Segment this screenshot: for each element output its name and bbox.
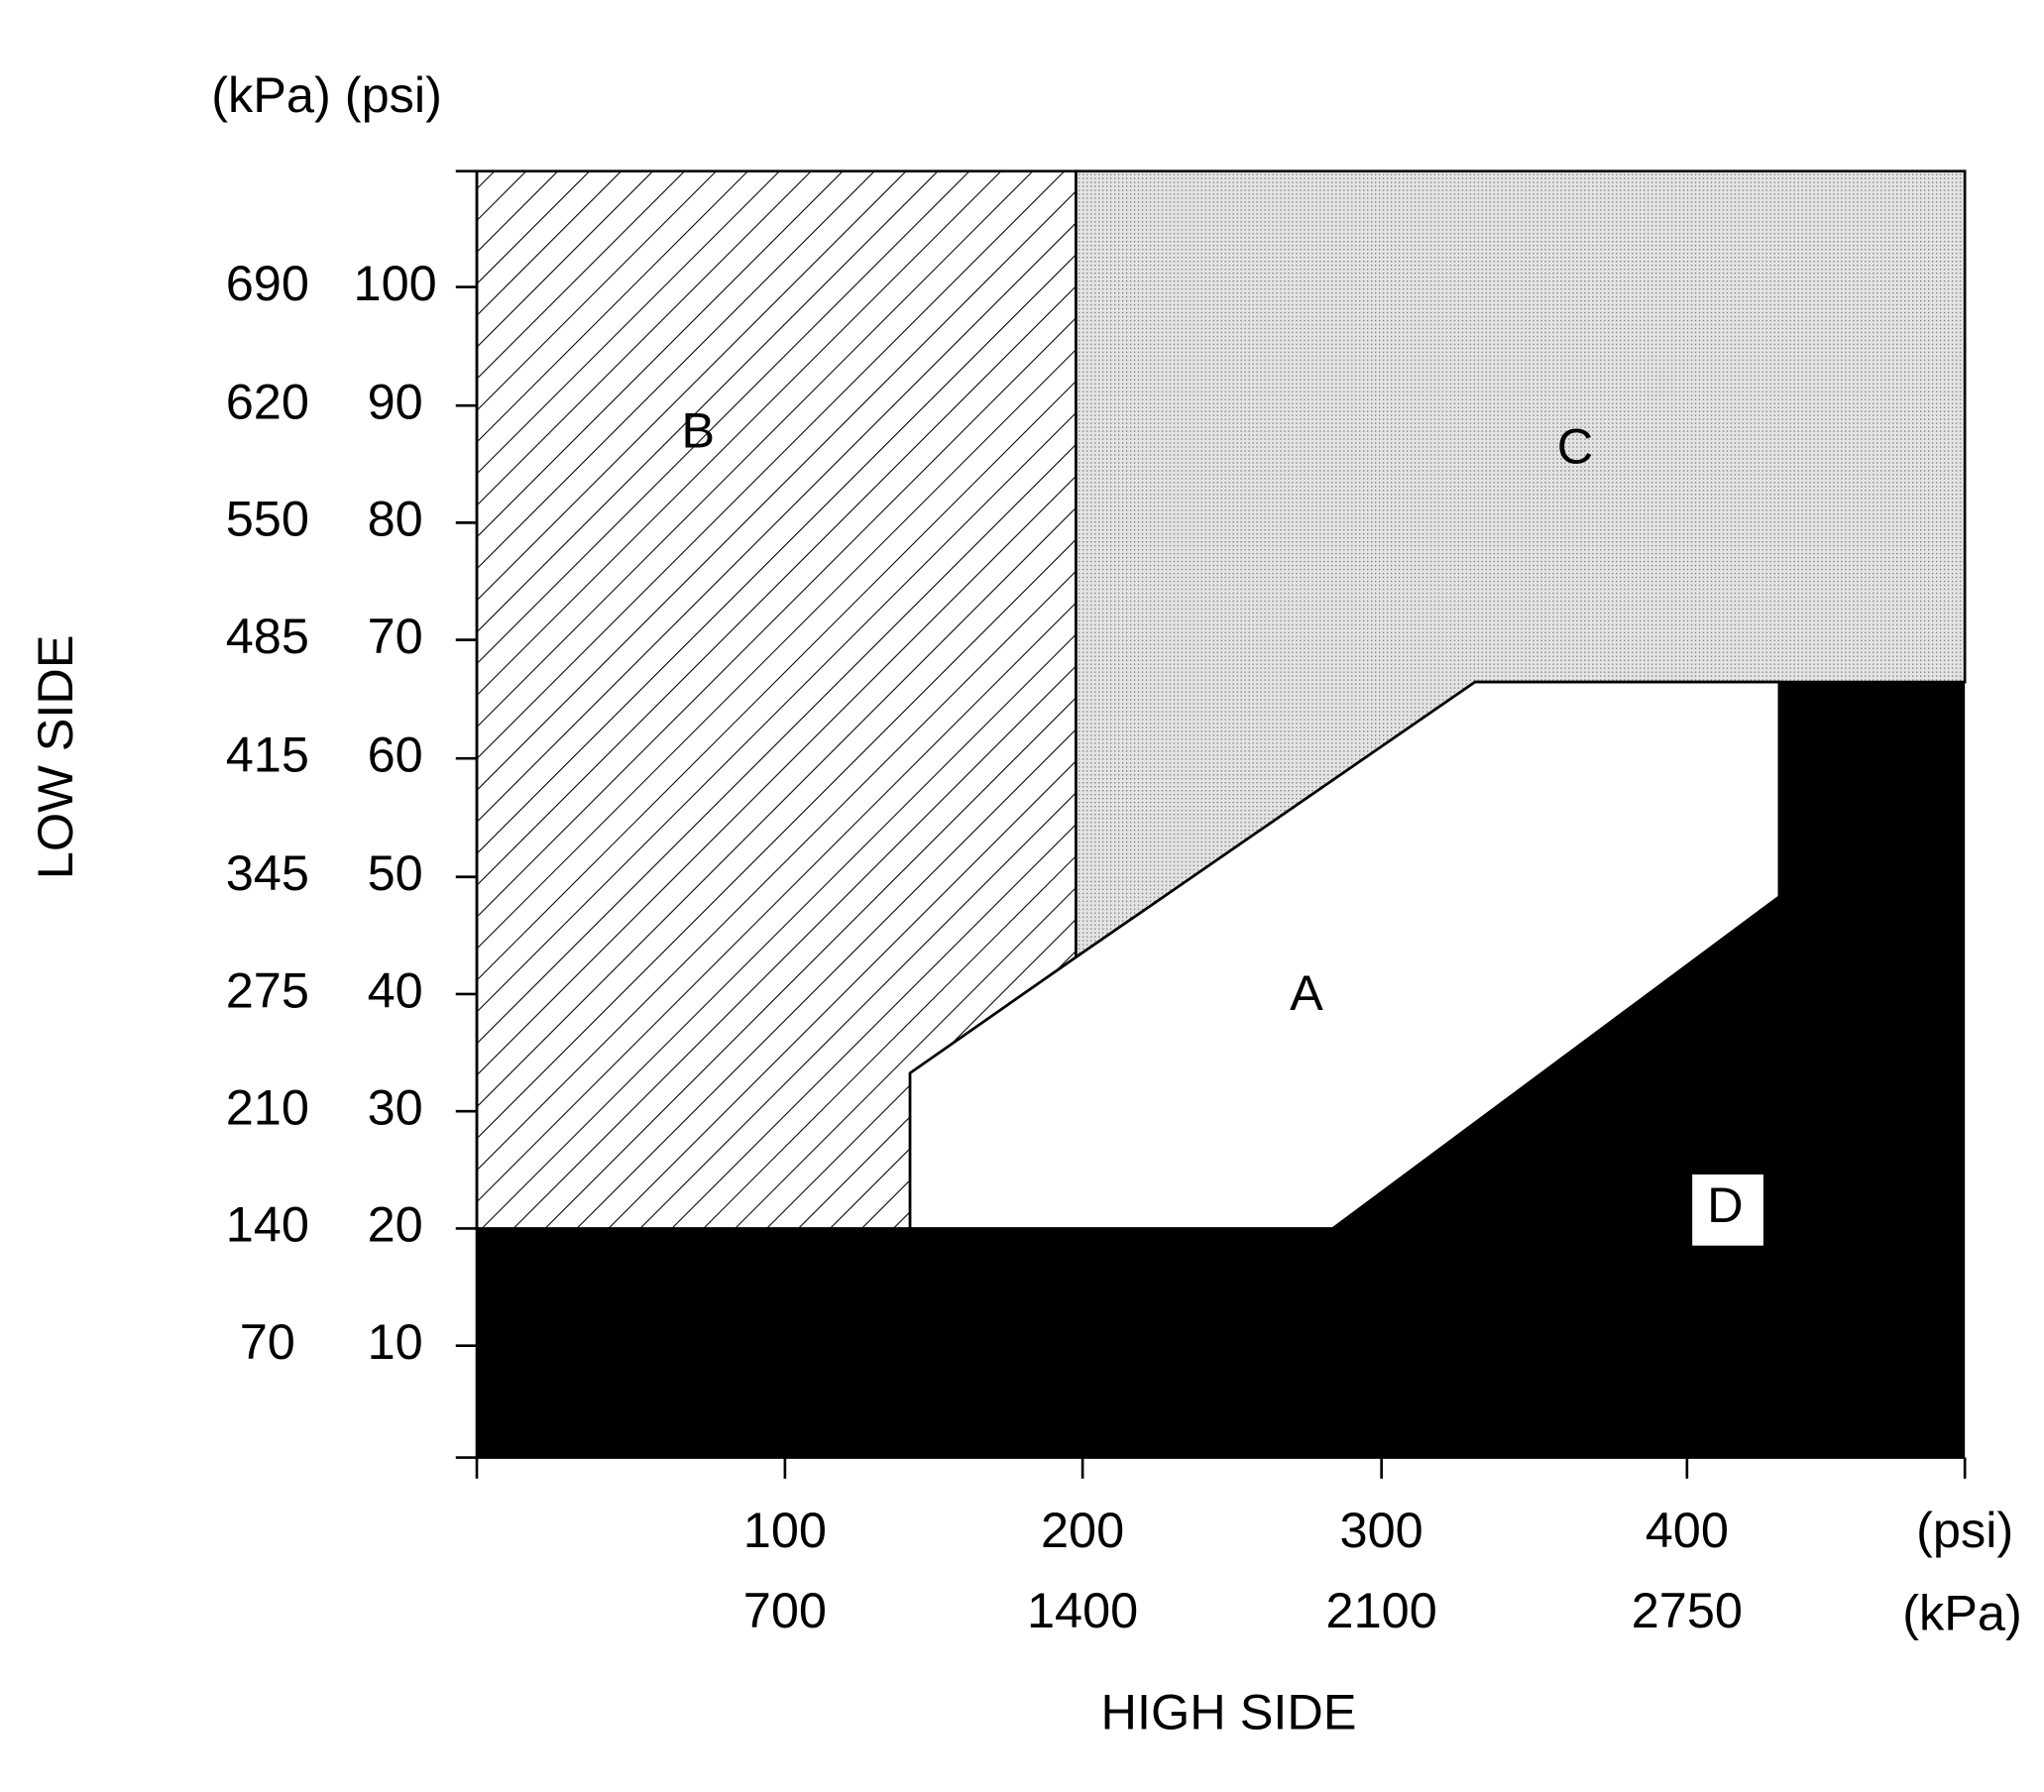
- y-tick-psi: 100: [354, 255, 437, 311]
- y-tick-psi: 70: [368, 608, 423, 664]
- y-tick-psi: 30: [368, 1079, 423, 1136]
- x-psi-unit: (psi): [1916, 1502, 2013, 1558]
- y-axis-title: LOW SIDE: [27, 634, 83, 879]
- y-tick-psi: 20: [368, 1196, 423, 1253]
- x-tick-psi: 300: [1340, 1502, 1423, 1558]
- y-tick-kpa: 70: [240, 1313, 295, 1370]
- region-label: C: [1557, 418, 1593, 475]
- x-kpa-unit: (kPa): [1902, 1585, 2022, 1641]
- region-label: B: [681, 402, 715, 459]
- x-tick-kpa: 700: [743, 1582, 827, 1638]
- label-box: [1692, 1174, 1763, 1246]
- regions: [475, 169, 1967, 1458]
- y-tick-kpa: 550: [226, 491, 309, 547]
- y-tick-psi: 60: [368, 727, 423, 783]
- x-tick-psi: 400: [1646, 1502, 1729, 1558]
- y-tick-psi: 90: [368, 373, 423, 429]
- x-tick-kpa: 1400: [1027, 1582, 1138, 1638]
- y-tick-psi: 80: [368, 491, 423, 547]
- y-tick-psi: 50: [368, 844, 423, 901]
- x-tick-kpa: 2750: [1632, 1582, 1743, 1638]
- units-label: (kPa) (psi): [211, 66, 442, 123]
- x-tick-psi: 200: [1041, 1502, 1124, 1558]
- y-tick-kpa: 690: [226, 255, 309, 311]
- y-tick-kpa: 140: [226, 1196, 309, 1253]
- y-tick-kpa: 275: [226, 961, 309, 1018]
- region-label: A: [1290, 964, 1323, 1021]
- x-tick-psi: 100: [743, 1502, 827, 1558]
- x-axis-title: HIGH SIDE: [1101, 1683, 1357, 1739]
- region-label: D: [1707, 1176, 1743, 1233]
- y-tick-psi: 40: [368, 961, 423, 1018]
- y-tick-psi: 10: [368, 1313, 423, 1370]
- y-tick-kpa: 485: [226, 608, 309, 664]
- region-d: [477, 682, 1966, 1458]
- x-tick-kpa: 2100: [1326, 1582, 1437, 1638]
- y-tick-kpa: 345: [226, 844, 309, 901]
- y-tick-kpa: 210: [226, 1079, 309, 1136]
- y-tick-kpa: 415: [226, 727, 309, 783]
- y-tick-kpa: 620: [226, 373, 309, 429]
